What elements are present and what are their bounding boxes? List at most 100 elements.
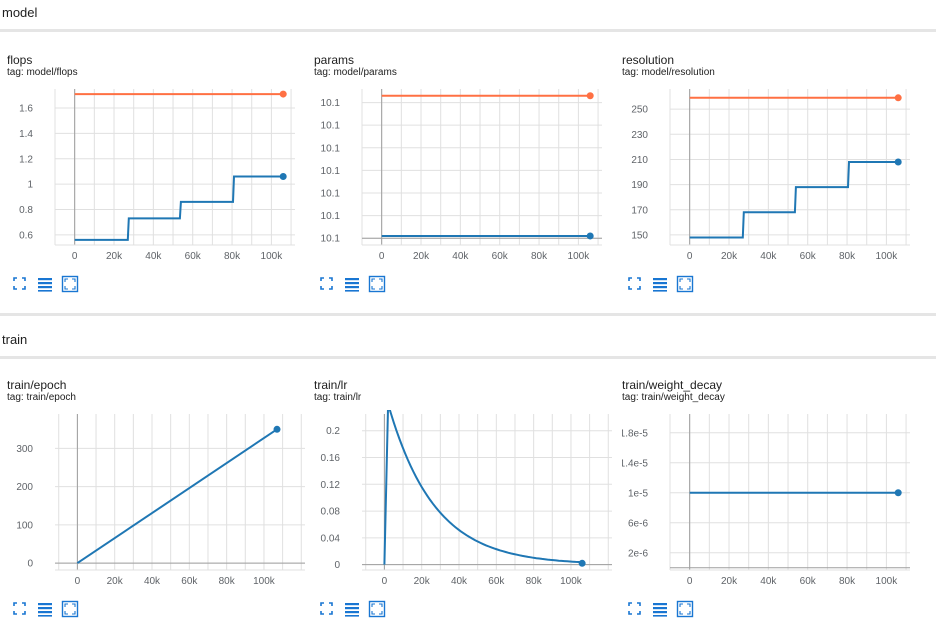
expand-chart-button[interactable] bbox=[368, 600, 388, 620]
toggle-log-scale-button[interactable] bbox=[343, 275, 363, 295]
x-tick-label: 40k bbox=[760, 251, 777, 262]
toggle-log-scale-icon bbox=[345, 278, 359, 292]
fit-domain-button[interactable] bbox=[318, 275, 338, 295]
chart-title: flops bbox=[7, 53, 33, 67]
series-line bbox=[76, 428, 278, 564]
y-tick-label: 0 bbox=[27, 559, 33, 570]
x-tick-label: 0 bbox=[72, 251, 78, 262]
chart-tag: tag: model/flops bbox=[7, 67, 78, 78]
chart-card-train-lr: train/lr tag: train/lr 0 0.04 0.08 0.12 0.16… bbox=[314, 378, 614, 638]
x-tick-label: 20k bbox=[721, 576, 738, 587]
toggle-log-scale-button[interactable] bbox=[651, 275, 671, 295]
x-tick-label: 80k bbox=[531, 251, 548, 262]
fit-domain-button[interactable] bbox=[626, 600, 646, 620]
chart-card-resolution: resolution tag: model/resolution 150 170 1… bbox=[622, 53, 922, 313]
toggle-log-scale-button[interactable] bbox=[36, 275, 56, 295]
x-tick-label: 100k bbox=[253, 576, 276, 587]
fit-domain-icon bbox=[13, 277, 26, 290]
x-tick-label: 60k bbox=[488, 576, 505, 587]
chart-resolution[interactable]: 150 170 190 210 230 250 0 20k 40k 60k 80k 100k bbox=[622, 81, 912, 273]
series-end-point bbox=[273, 425, 281, 433]
y-tick-label: 6e-6 bbox=[628, 518, 648, 529]
chart-train-weight-decay[interactable]: 2e-6 6e-6 1e-5 1.4e-5 1.8e-5 0 20k 40k 60k 80k 100… bbox=[622, 406, 912, 598]
expand-chart-button[interactable] bbox=[676, 600, 696, 620]
y-tick-label: 170 bbox=[631, 205, 648, 216]
y-tick-label: 1.8e-5 bbox=[622, 428, 648, 439]
expand-chart-icon bbox=[368, 275, 386, 293]
y-tick-label: 0.6 bbox=[19, 230, 33, 241]
series-line bbox=[74, 175, 284, 241]
y-tick-label: 10.1 bbox=[321, 143, 341, 154]
x-tick-label: 100k bbox=[568, 251, 591, 262]
y-tick-label: 0.8 bbox=[19, 205, 33, 216]
fit-domain-button[interactable] bbox=[318, 600, 338, 620]
fit-domain-icon bbox=[320, 277, 333, 290]
y-tick-label: 1.2 bbox=[19, 154, 33, 165]
y-tick-label: 250 bbox=[631, 105, 648, 116]
y-tick-label: 1.4e-5 bbox=[622, 458, 648, 469]
y-tick-label: 0.2 bbox=[326, 426, 340, 437]
x-tick-label: 20k bbox=[413, 251, 430, 262]
fit-domain-icon bbox=[320, 602, 333, 615]
section-header-train[interactable]: train bbox=[0, 330, 936, 360]
y-tick-label: 0.16 bbox=[321, 453, 341, 464]
fit-domain-button[interactable] bbox=[11, 600, 31, 620]
x-tick-label: 0 bbox=[382, 576, 388, 587]
y-tick-label: 10.1 bbox=[321, 98, 341, 109]
expand-chart-button[interactable] bbox=[676, 275, 696, 295]
chart-flops[interactable]: 0.6 0.8 1 1.2 1.4 1.6 0 20k 40k 60k 80k 100k bbox=[7, 81, 297, 273]
x-tick-label: 80k bbox=[526, 576, 543, 587]
x-tick-label: 100k bbox=[560, 576, 583, 587]
x-tick-label: 0 bbox=[379, 251, 385, 262]
x-tick-label: 80k bbox=[219, 576, 236, 587]
fit-domain-button[interactable] bbox=[626, 275, 646, 295]
toggle-log-scale-icon bbox=[653, 278, 667, 292]
y-tick-label: 1.4 bbox=[19, 129, 33, 140]
y-tick-label: 150 bbox=[631, 230, 648, 241]
expand-chart-button[interactable] bbox=[368, 275, 388, 295]
y-tick-label: 10.1 bbox=[321, 166, 341, 177]
toggle-log-scale-icon bbox=[345, 603, 359, 617]
expand-chart-button[interactable] bbox=[61, 600, 81, 620]
toggle-log-scale-button[interactable] bbox=[36, 600, 56, 620]
section-divider bbox=[0, 29, 936, 32]
x-tick-label: 0 bbox=[75, 576, 81, 587]
chart-card-train-epoch: train/epoch tag: train/epoch 0 100 200 300 0… bbox=[7, 378, 307, 638]
chart-tag: tag: model/params bbox=[314, 67, 397, 78]
x-tick-label: 60k bbox=[800, 251, 817, 262]
x-tick-label: 0 bbox=[687, 251, 693, 262]
y-tick-label: 100 bbox=[16, 520, 33, 531]
y-tick-label: 10.1 bbox=[321, 234, 341, 245]
section-title: train bbox=[2, 332, 28, 347]
x-tick-label: 40k bbox=[760, 576, 777, 587]
series-end-point bbox=[279, 90, 287, 98]
fit-domain-icon bbox=[628, 277, 641, 290]
toggle-log-scale-icon bbox=[38, 278, 52, 292]
fit-domain-button[interactable] bbox=[11, 275, 31, 295]
y-tick-label: 1.6 bbox=[19, 104, 33, 115]
y-tick-label: 230 bbox=[631, 130, 648, 141]
toggle-log-scale-button[interactable] bbox=[343, 600, 363, 620]
chart-tag: tag: model/resolution bbox=[622, 67, 715, 78]
x-tick-label: 60k bbox=[181, 576, 198, 587]
x-tick-label: 80k bbox=[839, 576, 856, 587]
x-tick-label: 20k bbox=[414, 576, 431, 587]
chart-title: train/weight_decay bbox=[622, 378, 723, 392]
chart-train-epoch[interactable]: 0 100 200 300 0 20k 40k 60k 80k 100k bbox=[7, 406, 307, 598]
chart-tag: tag: train/lr bbox=[314, 392, 362, 403]
section-header-model[interactable]: model bbox=[0, 3, 936, 33]
toggle-log-scale-button[interactable] bbox=[651, 600, 671, 620]
chart-tag: tag: train/weight_decay bbox=[622, 392, 725, 403]
chart-train-lr[interactable]: 0 0.04 0.08 0.12 0.16 0.2 0 20k 40k 60k 80k 100k bbox=[314, 406, 614, 598]
chart-tag: tag: train/epoch bbox=[7, 392, 76, 403]
series-end-point bbox=[586, 92, 594, 100]
chart-title: resolution bbox=[622, 53, 675, 67]
x-tick-label: 40k bbox=[144, 576, 161, 587]
chart-params[interactable]: 10.1 10.1 10.1 10.1 10.1 10.1 10.1 0 20k 40k 60k 80… bbox=[314, 81, 604, 273]
chart-title: params bbox=[314, 53, 355, 67]
expand-chart-button[interactable] bbox=[61, 275, 81, 295]
chart-card-train-weight-decay: train/weight_decay tag: train/weight_dec… bbox=[622, 378, 922, 638]
y-tick-label: 10.1 bbox=[321, 189, 341, 200]
x-tick-label: 60k bbox=[185, 251, 202, 262]
y-tick-label: 1e-5 bbox=[628, 488, 648, 499]
